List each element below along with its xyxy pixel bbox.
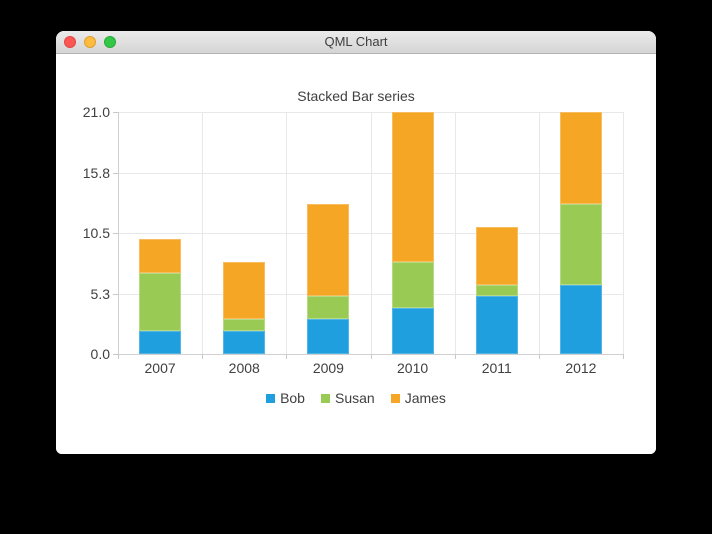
legend-item-james: James [390,390,446,406]
bar-segment-susan-2010 [391,261,434,308]
bar-segment-susan-2012 [559,204,602,285]
y-tick-mark [113,354,118,355]
bar-segment-james-2010 [391,112,434,262]
legend-item-susan: Susan [320,390,375,406]
x-tick-label: 2007 [144,360,176,376]
y-tick-mark [113,112,118,113]
bar-segment-bob-2007 [139,330,182,354]
y-tick-mark [113,294,118,295]
gridline [539,112,540,354]
bar-segment-bob-2009 [307,319,350,354]
bar-segment-james-2007 [139,238,182,274]
close-button[interactable] [64,36,76,48]
bar-segment-james-2012 [559,112,602,205]
y-tick-label: 10.5 [82,225,110,241]
gridline [623,112,624,354]
gridline [118,294,623,295]
x-axis-line [118,354,623,355]
zoom-button[interactable] [104,36,116,48]
legend-marker-icon [320,393,330,403]
bar-segment-susan-2011 [475,284,518,297]
bar-segment-james-2011 [475,227,518,285]
gridline [202,112,203,354]
chart: Stacked Bar series 0.0 5.3 10.5 15.8 21.0 20… [56,54,656,454]
legend-label: Bob [280,390,305,406]
gridline [286,112,287,354]
window-titlebar[interactable]: QML Chart [56,31,656,54]
bar-segment-susan-2008 [223,319,266,331]
x-tick-label: 2008 [228,360,260,376]
x-tick-label: 2012 [565,360,597,376]
y-tick-label: 0.0 [90,346,110,362]
y-tick-mark [113,173,118,174]
legend-item-bob: Bob [266,390,305,406]
bar-segment-susan-2009 [307,296,350,320]
bar-segment-bob-2008 [223,330,266,354]
y-tick-label: 5.3 [90,285,110,302]
legend-label: Susan [334,390,375,406]
gridline [455,112,456,354]
bar-segment-bob-2011 [475,296,518,354]
traffic-lights [64,36,116,48]
x-tick-mark [371,354,372,359]
bar-segment-james-2008 [223,261,266,320]
x-tick-label: 2010 [397,360,429,376]
x-tick-label: 2009 [312,360,344,376]
y-axis-line [118,112,119,354]
y-tick-label: 15.8 [82,164,110,181]
y-tick-mark [113,233,118,234]
legend-marker-icon [266,393,276,403]
legend: Bob Susan James [56,390,656,406]
window-title: QML Chart [324,34,388,49]
bar-segment-susan-2007 [139,273,182,331]
plot-area [113,112,624,359]
legend-marker-icon [390,393,400,403]
gridline [118,173,623,174]
x-tick-mark [623,354,624,359]
x-tick-mark [539,354,540,359]
bar-segment-james-2009 [307,204,350,297]
gridline [118,233,623,234]
window: QML Chart Stacked Bar series 0.0 5.3 10.5 1… [56,31,656,454]
bar-segment-bob-2012 [559,284,602,354]
x-tick-mark [286,354,287,359]
bar-segment-bob-2010 [391,307,434,354]
x-tick-mark [202,354,203,359]
legend-label: James [404,390,446,406]
chart-title: Stacked Bar series [297,88,415,104]
gridline [371,112,372,354]
x-tick-label: 2011 [481,360,512,376]
x-tick-mark [118,354,119,359]
x-tick-mark [455,354,456,359]
y-axis-labels: 0.0 5.3 10.5 15.8 21.0 [56,54,110,454]
minimize-button[interactable] [84,36,96,48]
gridline [118,112,623,113]
y-tick-label: 21.0 [82,104,110,120]
